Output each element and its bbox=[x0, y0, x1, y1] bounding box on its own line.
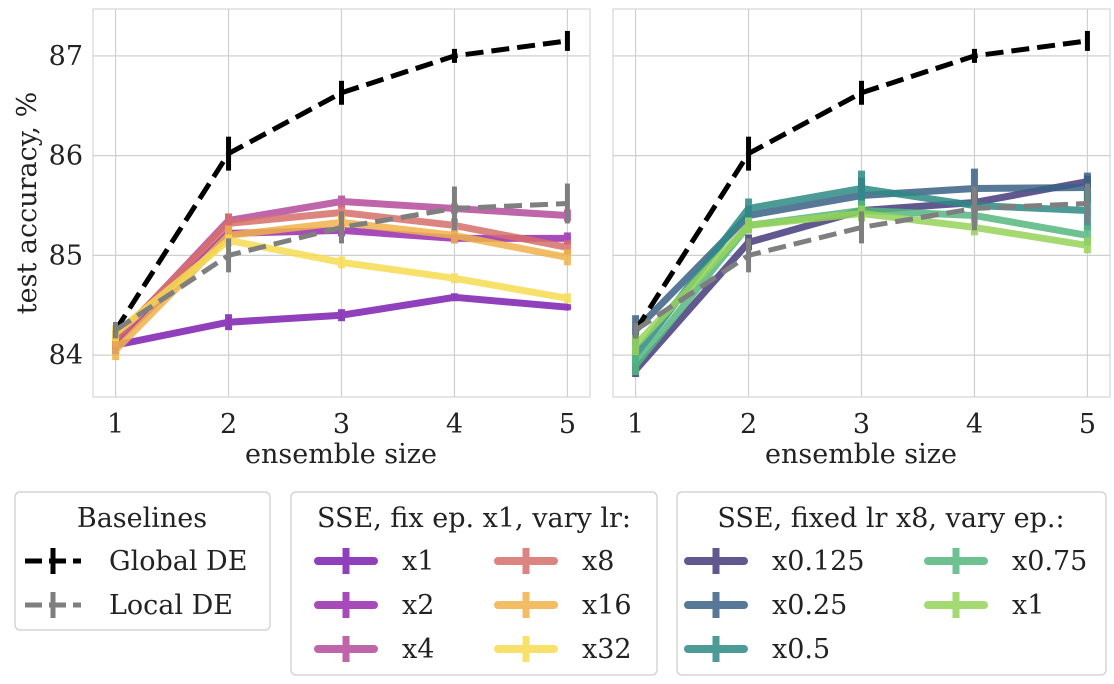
chart-left-panel: 1 2 3 4 5 84 85 86 87 ensemble size test accurac… bbox=[12, 8, 591, 470]
legend-entries: Global DE Local DE bbox=[25, 546, 247, 621]
x-tick-label: 1 bbox=[107, 409, 124, 440]
legend-entry: x16 bbox=[494, 590, 632, 621]
legend-handle bbox=[494, 592, 558, 618]
y-tick-label: 85 bbox=[49, 240, 83, 271]
legend-handle bbox=[924, 548, 988, 574]
x-tick-label: 2 bbox=[740, 409, 757, 440]
legend-baselines: Baselines Global DE Local DE bbox=[14, 491, 271, 631]
chart-right-panel: 1 2 3 4 5 ensemble size bbox=[612, 8, 1111, 470]
legend-entries: x1 x2 x4 x8 x16 x32 bbox=[314, 546, 632, 665]
legend-entry: x1 bbox=[924, 590, 1044, 621]
legend-label: Global DE bbox=[109, 546, 247, 577]
x-tick-label: 5 bbox=[1079, 409, 1096, 440]
legend-entry: x0.5 bbox=[684, 634, 830, 665]
legend-handle bbox=[924, 592, 988, 618]
legend-label: x0.125 bbox=[772, 546, 865, 577]
legend-handle bbox=[25, 592, 81, 618]
legend-handle bbox=[684, 636, 748, 662]
legend-label: x16 bbox=[582, 590, 632, 621]
legend-entry: x1 bbox=[314, 546, 434, 577]
legend-vary-lr: SSE, fix ep. x1, vary lr: x1 x2 x4 x8 x16 x32 bbox=[290, 491, 658, 676]
series-line bbox=[113, 38, 568, 332]
legend-entry: x32 bbox=[494, 634, 632, 665]
series-layer bbox=[112, 30, 571, 361]
legend-frame bbox=[676, 491, 1107, 676]
legend-handle bbox=[314, 592, 378, 618]
y-tick-label: 84 bbox=[49, 340, 83, 371]
series-layer bbox=[632, 30, 1091, 378]
legend-label: x0.75 bbox=[1012, 546, 1087, 577]
ticks: 1 2 3 4 5 bbox=[627, 409, 1096, 440]
legend-handle bbox=[684, 592, 748, 618]
legend-label: x0.5 bbox=[772, 634, 830, 665]
x-tick-label: 4 bbox=[966, 409, 983, 440]
x-tick-label: 3 bbox=[333, 409, 350, 440]
x-tick-label: 3 bbox=[853, 409, 870, 440]
legend-entry: Global DE bbox=[25, 546, 247, 577]
legend-entry: x8 bbox=[494, 546, 614, 577]
legend-title: SSE, fix ep. x1, vary lr: bbox=[317, 503, 631, 534]
legend-label: x1 bbox=[402, 546, 434, 577]
legend-handle bbox=[494, 636, 558, 662]
legend-entry: x2 bbox=[314, 590, 434, 621]
legend-frame bbox=[290, 491, 658, 676]
legend-entries: x0.125 x0.25 x0.5 x0.75 x1 bbox=[684, 546, 1087, 665]
legend-title: SSE, fixed lr x8, vary ep.: bbox=[717, 503, 1064, 534]
ticks: 1 2 3 4 5 84 85 86 87 bbox=[49, 41, 576, 440]
legend-entry: x0.125 bbox=[684, 546, 865, 577]
x-tick-label: 4 bbox=[446, 409, 463, 440]
legend-label: x0.25 bbox=[772, 590, 847, 621]
legend-title: Baselines bbox=[77, 503, 207, 534]
x-tick-label: 2 bbox=[220, 409, 237, 440]
legend-label: x4 bbox=[402, 634, 434, 665]
legend-entry: x0.75 bbox=[924, 546, 1087, 577]
series-line bbox=[633, 38, 1088, 332]
legend-handle bbox=[314, 636, 378, 662]
x-tick-label: 5 bbox=[559, 409, 576, 440]
legend-entry: x0.25 bbox=[684, 590, 847, 621]
legend-label: x2 bbox=[402, 590, 434, 621]
legend-label: Local DE bbox=[109, 590, 233, 621]
legend-frame bbox=[14, 491, 271, 631]
x-axis-label: ensemble size bbox=[245, 439, 437, 470]
legend-label: x32 bbox=[582, 634, 632, 665]
y-tick-label: 87 bbox=[49, 41, 83, 72]
y-tick-label: 86 bbox=[49, 141, 83, 172]
x-axis-label: ensemble size bbox=[765, 439, 957, 470]
legend-label: x1 bbox=[1012, 590, 1044, 621]
x-tick-label: 1 bbox=[627, 409, 644, 440]
legend-entry: x4 bbox=[314, 634, 434, 665]
y-axis-label: test accuracy, % bbox=[12, 92, 43, 314]
legend-handle bbox=[684, 548, 748, 574]
legend-handle bbox=[494, 548, 558, 574]
series-local-de bbox=[633, 183, 1090, 339]
legend-handle bbox=[314, 548, 378, 574]
legend-handle bbox=[25, 548, 81, 574]
legend-vary-ep: SSE, fixed lr x8, vary ep.: x0.125x0.25x… bbox=[676, 491, 1107, 676]
legend-label: x8 bbox=[582, 546, 614, 577]
series-local-de bbox=[113, 183, 570, 339]
legend-entry: Local DE bbox=[25, 590, 233, 621]
